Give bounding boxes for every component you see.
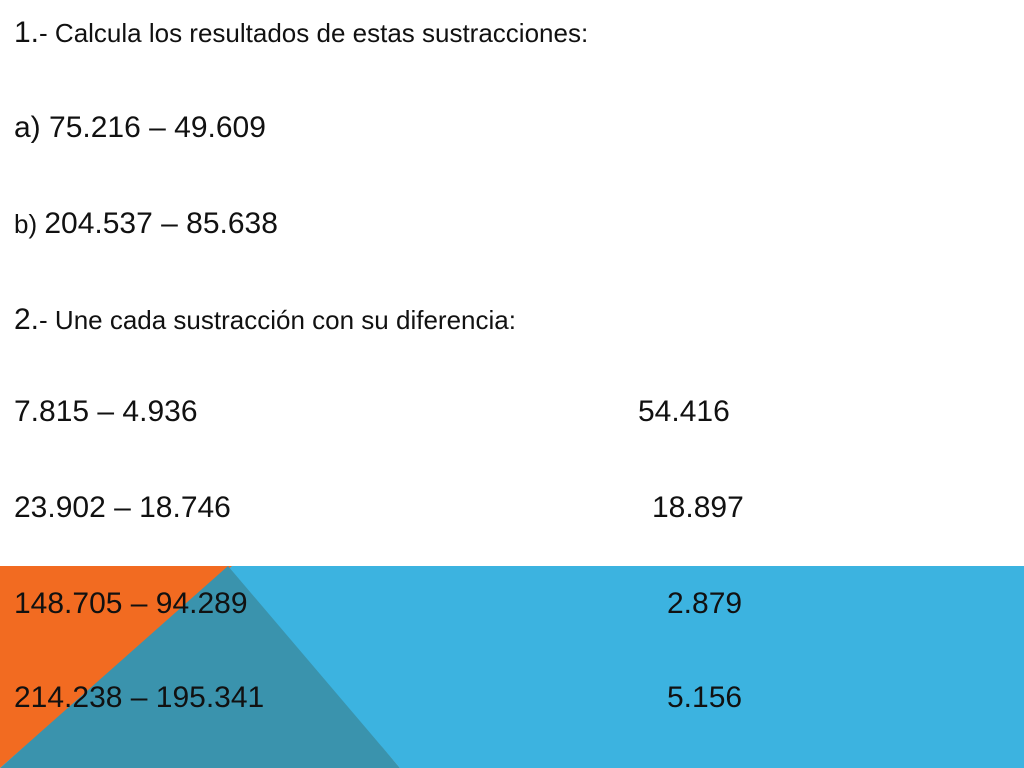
question-1b-label: b): [14, 209, 45, 239]
question-1-title: 1.- Calcula los resultados de estas sust…: [14, 15, 588, 51]
subtraction-expression: 23.902 – 18.746: [14, 491, 231, 524]
difference-value: 18.897: [652, 491, 744, 524]
question-2-title: 2.- Une cada sustracción con su diferenc…: [14, 302, 516, 338]
difference-value: 54.416: [638, 395, 730, 428]
question-1-text: - Calcula los resultados de estas sustra…: [39, 18, 589, 48]
subtraction-expression: 214.238 – 195.341: [14, 681, 265, 714]
question-2-text: - Une cada sustracción con su diferencia…: [39, 305, 516, 335]
question-2-number: 2.: [14, 303, 40, 336]
subtraction-expression: 7.815 – 4.936: [14, 395, 198, 428]
blue-band-shape: [225, 566, 1024, 768]
difference-value: 2.879: [667, 587, 743, 620]
question-1b: b) 204.537 – 85.638: [14, 206, 278, 242]
question-1a-expression: 75.216 – 49.609: [49, 111, 266, 144]
question-1a-label: a): [14, 111, 50, 144]
question-1b-expression: 204.537 – 85.638: [44, 207, 278, 240]
subtraction-expression: 148.705 – 94.289: [14, 587, 248, 620]
question-1-number: 1.: [14, 16, 40, 49]
question-1a: a) 75.216 – 49.609: [14, 110, 266, 146]
difference-value: 5.156: [667, 681, 743, 714]
overlap-triangle-shape: [0, 566, 400, 768]
